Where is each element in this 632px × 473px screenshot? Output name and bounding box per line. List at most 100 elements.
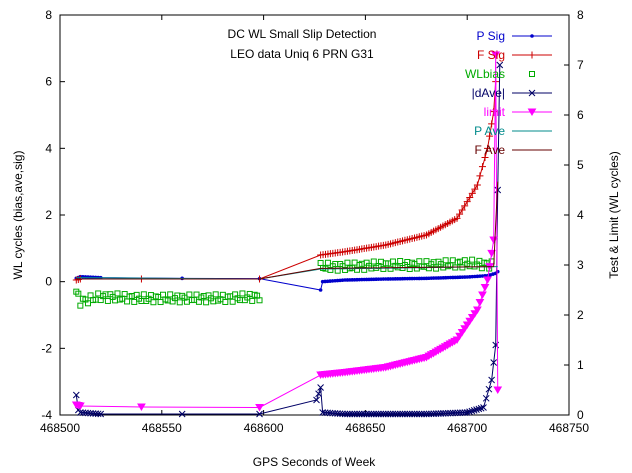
y-tick-label: 8: [45, 8, 52, 22]
data-point: [380, 265, 387, 272]
data-point: [317, 384, 324, 391]
data-point: [351, 259, 358, 266]
legend-label: F Sig: [477, 48, 505, 62]
data-point: [406, 265, 413, 272]
data-point: [466, 408, 473, 416]
series-f-sig: [72, 78, 500, 284]
data-point: [470, 407, 478, 414]
data-point: [249, 297, 256, 304]
data-point: [140, 291, 147, 298]
data-point: [341, 410, 349, 418]
y-axis-label: WL cycles (bias,ave,sig): [11, 151, 25, 280]
data-point: [467, 275, 472, 279]
data-point: [489, 236, 499, 244]
y2-tick-label: 0: [577, 408, 584, 422]
legend-marker: [529, 71, 535, 77]
data-point: [377, 410, 385, 418]
legend-marker: [527, 108, 537, 116]
data-point: [212, 291, 219, 298]
y2-tick-label: 7: [577, 58, 584, 72]
data-point: [222, 298, 229, 305]
y2-tick-label: 6: [577, 108, 584, 122]
chart-subtitle: LEO data Uniq 6 PRN G31: [230, 47, 374, 61]
data-point: [475, 299, 485, 307]
data-point: [468, 189, 476, 197]
data-point: [346, 410, 354, 418]
data-point: [239, 290, 246, 297]
data-point: [361, 266, 368, 273]
data-point: [433, 265, 440, 272]
data-point: [394, 410, 402, 418]
legend-marker: [530, 34, 534, 38]
data-point: [491, 272, 495, 276]
data-point: [375, 410, 382, 418]
data-point: [229, 298, 236, 305]
data-point: [77, 409, 84, 416]
data-point: [97, 410, 105, 418]
data-point: [94, 410, 102, 418]
series-layer: [71, 51, 504, 418]
data-point: [476, 172, 484, 180]
data-point: [389, 410, 397, 418]
data-point: [473, 181, 481, 189]
data-point: [178, 410, 186, 418]
data-point: [493, 386, 503, 394]
data-point: [360, 410, 368, 418]
data-point: [484, 144, 492, 152]
data-point: [471, 185, 479, 193]
data-point: [463, 198, 471, 206]
x-axis-ticks: 468500 468550 468600 468650 468700 468750: [40, 15, 589, 435]
data-point: [203, 299, 210, 306]
data-point: [442, 257, 449, 264]
data-point: [408, 410, 416, 418]
legend-label: WLbias: [465, 67, 505, 81]
data-point: [488, 376, 495, 384]
data-point: [358, 410, 366, 418]
data-point: [95, 290, 102, 297]
legend-item: limit: [484, 105, 552, 119]
data-point: [356, 410, 363, 418]
data-point: [416, 258, 423, 265]
data-point: [465, 275, 470, 279]
series-limit: [71, 51, 503, 412]
data-point: [415, 410, 423, 418]
data-point: [399, 410, 406, 418]
y-tick-label: 0: [45, 275, 52, 289]
y-axis-ticks: -4 -2 0 2 4 6 8: [41, 8, 65, 422]
data-point: [423, 258, 430, 265]
data-point: [468, 407, 476, 415]
y-tick-label: 6: [45, 75, 52, 89]
series-line: [76, 81, 497, 281]
data-point: [449, 257, 456, 264]
y2-tick-label: 5: [577, 158, 584, 172]
series-wlbias: [73, 256, 495, 309]
data-point: [370, 258, 377, 265]
series-line: [75, 64, 501, 415]
data-point: [487, 249, 497, 258]
data-point: [481, 154, 489, 161]
data-point: [82, 409, 89, 417]
data-point: [413, 410, 421, 418]
data-point: [461, 202, 469, 210]
data-point: [124, 298, 131, 305]
data-point: [490, 359, 498, 366]
data-point: [483, 276, 492, 284]
data-point: [473, 306, 482, 314]
y2-tick-label: 1: [577, 358, 584, 372]
data-point: [491, 51, 501, 59]
data-point: [387, 410, 394, 418]
data-point: [150, 299, 157, 306]
x-tick-label: 468750: [549, 421, 589, 435]
data-point: [391, 410, 399, 418]
data-point: [486, 132, 494, 140]
data-point: [478, 274, 482, 278]
data-point: [406, 410, 414, 418]
series-f-ave: [76, 181, 499, 280]
data-point: [453, 214, 461, 222]
data-point: [344, 259, 351, 266]
y2-tick-label: 2: [577, 308, 584, 322]
x-tick-label: 468600: [244, 421, 284, 435]
data-point: [470, 274, 475, 279]
data-point: [72, 391, 80, 399]
